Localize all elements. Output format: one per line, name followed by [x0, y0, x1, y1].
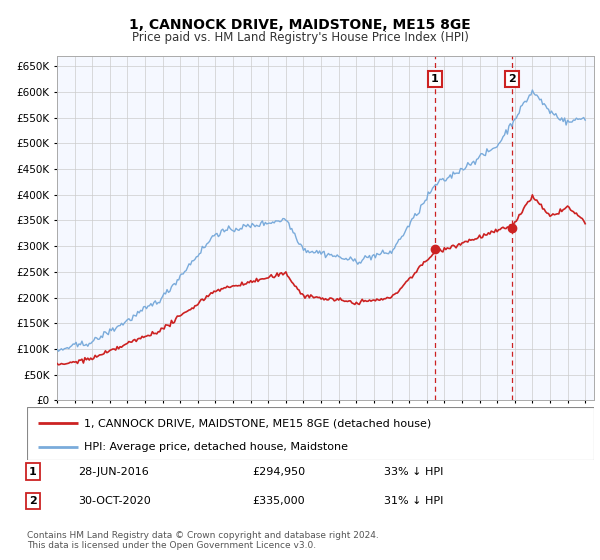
Text: 33% ↓ HPI: 33% ↓ HPI [384, 466, 443, 477]
Text: 1: 1 [431, 74, 439, 84]
Text: 2: 2 [508, 74, 515, 84]
Text: 30-OCT-2020: 30-OCT-2020 [78, 496, 151, 506]
Text: Price paid vs. HM Land Registry's House Price Index (HPI): Price paid vs. HM Land Registry's House … [131, 31, 469, 44]
Text: £294,950: £294,950 [252, 466, 305, 477]
Text: 1, CANNOCK DRIVE, MAIDSTONE, ME15 8GE: 1, CANNOCK DRIVE, MAIDSTONE, ME15 8GE [129, 18, 471, 32]
Text: 28-JUN-2016: 28-JUN-2016 [78, 466, 149, 477]
Text: HPI: Average price, detached house, Maidstone: HPI: Average price, detached house, Maid… [84, 442, 348, 452]
Text: 2: 2 [29, 496, 37, 506]
Text: Contains HM Land Registry data © Crown copyright and database right 2024.
This d: Contains HM Land Registry data © Crown c… [27, 531, 379, 550]
Text: 31% ↓ HPI: 31% ↓ HPI [384, 496, 443, 506]
Text: 1, CANNOCK DRIVE, MAIDSTONE, ME15 8GE (detached house): 1, CANNOCK DRIVE, MAIDSTONE, ME15 8GE (d… [84, 418, 431, 428]
FancyBboxPatch shape [27, 407, 594, 460]
Text: 1: 1 [29, 466, 37, 477]
Text: £335,000: £335,000 [252, 496, 305, 506]
